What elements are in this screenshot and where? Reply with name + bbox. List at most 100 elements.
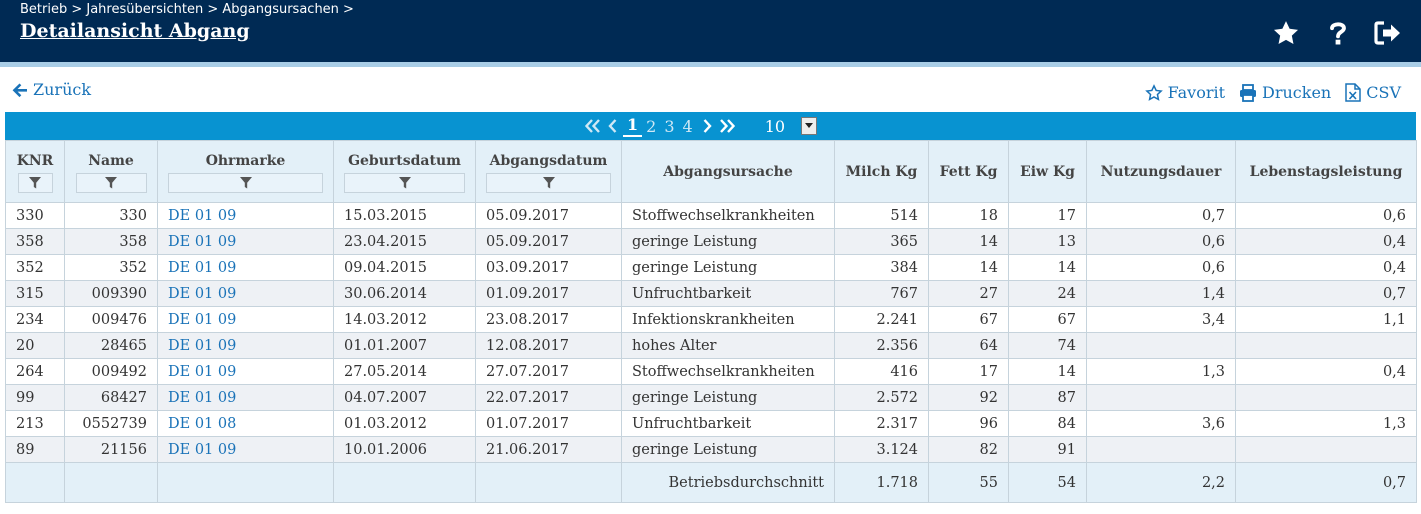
- table-row[interactable]: 99 68427 DE 01 09 04.07.2007 22.07.2017 gerin…: [5, 384, 1417, 411]
- milch-cell: 2.572: [834, 384, 929, 411]
- column-header-eiw[interactable]: Eiw Kg: [1008, 140, 1087, 203]
- page-size-select[interactable]: 10: [765, 117, 817, 136]
- column-header-geburtsdatum[interactable]: Geburtsdatum: [333, 140, 476, 203]
- page-1[interactable]: 1: [623, 115, 643, 137]
- column-header-lebenstagsleistung[interactable]: Lebenstagsleistung: [1235, 140, 1417, 203]
- abgangsdatum-cell: 12.08.2017: [475, 332, 622, 359]
- table-row[interactable]: 264 009492 DE 01 09 27.05.2014 27.07.2017 Sto…: [5, 358, 1417, 385]
- eiw-cell: 84: [1008, 410, 1087, 437]
- prev-page-icon[interactable]: [603, 112, 623, 140]
- page-2[interactable]: 2: [646, 116, 657, 136]
- breadcrumb[interactable]: Betrieb > Jahresübersichten > Abgangsurs…: [20, 2, 354, 17]
- ohrmarke-link[interactable]: DE 01 09: [157, 254, 334, 281]
- nutzungsdauer-cell: [1086, 436, 1236, 463]
- footer-empty-cell: [157, 462, 334, 503]
- ohrmarke-link[interactable]: DE 01 08: [157, 410, 334, 437]
- ohrmarke-link[interactable]: DE 01 09: [157, 228, 334, 255]
- back-link[interactable]: Zurück: [12, 80, 91, 99]
- action-bar: Favorit Drucken CSV: [1131, 83, 1401, 102]
- table-row[interactable]: 352 352 DE 01 09 09.04.2015 03.09.2017 gering…: [5, 254, 1417, 281]
- footer-empty-cell: [64, 462, 158, 503]
- print-button[interactable]: Drucken: [1239, 83, 1331, 102]
- geburtsdatum-cell: 30.06.2014: [333, 280, 476, 307]
- table-header-row: KNR Name Ohrmarke Geburtsdatum Abgangsda…: [5, 140, 1417, 203]
- eiw-cell: 17: [1008, 202, 1087, 229]
- column-header-abgangsursache[interactable]: Abgangsursache: [621, 140, 835, 203]
- dropdown-arrow-icon[interactable]: [800, 117, 817, 135]
- first-page-icon[interactable]: [583, 112, 603, 140]
- ohrmarke-link[interactable]: DE 01 09: [157, 358, 334, 385]
- page-4[interactable]: 4: [682, 116, 693, 136]
- ohrmarke-link[interactable]: DE 01 09: [157, 306, 334, 333]
- abgangsdatum-cell: 23.08.2017: [475, 306, 622, 333]
- column-header-milch[interactable]: Milch Kg: [834, 140, 929, 203]
- filter-icon[interactable]: [486, 173, 611, 193]
- knr-cell: 352: [5, 254, 65, 281]
- column-header-name[interactable]: Name: [64, 140, 158, 203]
- knr-cell: 20: [5, 332, 65, 359]
- abgangsursache-cell: Stoffwechselkrankheiten: [621, 202, 835, 229]
- eiw-cell: 14: [1008, 358, 1087, 385]
- header-divider: [0, 62, 1421, 67]
- table-row[interactable]: 234 009476 DE 01 09 14.03.2012 23.08.2017 Inf…: [5, 306, 1417, 333]
- geburtsdatum-cell: 23.04.2015: [333, 228, 476, 255]
- geburtsdatum-cell: 10.01.2006: [333, 436, 476, 463]
- abgangsursache-cell: geringe Leistung: [621, 436, 835, 463]
- page-3[interactable]: 3: [664, 116, 675, 136]
- ohrmarke-link[interactable]: DE 01 09: [157, 436, 334, 463]
- knr-cell: 234: [5, 306, 65, 333]
- page-title: Detailansicht Abgang: [20, 20, 250, 42]
- csv-button[interactable]: CSV: [1345, 83, 1401, 102]
- name-cell: 330: [64, 202, 158, 229]
- table-row[interactable]: 315 009390 DE 01 09 30.06.2014 01.09.2017 Unf…: [5, 280, 1417, 307]
- last-page-icon[interactable]: [717, 112, 737, 140]
- fett-cell: 14: [928, 228, 1009, 255]
- table-row[interactable]: 213 0552739 DE 01 08 01.03.2012 01.07.2017 Un…: [5, 410, 1417, 437]
- column-header-abgangsdatum[interactable]: Abgangsdatum: [475, 140, 622, 203]
- footer-nutzungsdauer: 2,2: [1086, 462, 1236, 503]
- next-page-icon[interactable]: [697, 112, 717, 140]
- fett-cell: 17: [928, 358, 1009, 385]
- lebenstagsleistung-cell: 0,4: [1235, 228, 1417, 255]
- nutzungsdauer-cell: 0,6: [1086, 254, 1236, 281]
- column-header-fett[interactable]: Fett Kg: [928, 140, 1009, 203]
- geburtsdatum-cell: 01.03.2012: [333, 410, 476, 437]
- filter-icon[interactable]: [75, 173, 147, 193]
- table-row[interactable]: 89 21156 DE 01 09 10.01.2006 21.06.2017 gerin…: [5, 436, 1417, 463]
- abgangsdatum-cell: 21.06.2017: [475, 436, 622, 463]
- ohrmarke-link[interactable]: DE 01 09: [157, 384, 334, 411]
- geburtsdatum-cell: 09.04.2015: [333, 254, 476, 281]
- nutzungsdauer-cell: 0,7: [1086, 202, 1236, 229]
- column-label: KNR: [16, 153, 54, 169]
- filter-icon[interactable]: [17, 173, 53, 193]
- column-header-nutzungsdauer[interactable]: Nutzungsdauer: [1086, 140, 1236, 203]
- eiw-cell: 67: [1008, 306, 1087, 333]
- table-row[interactable]: 358 358 DE 01 09 23.04.2015 05.09.2017 gering…: [5, 228, 1417, 255]
- name-cell: 352: [64, 254, 158, 281]
- footer-empty-cell: [5, 462, 65, 503]
- lebenstagsleistung-cell: 0,6: [1235, 202, 1417, 229]
- filter-icon[interactable]: [344, 173, 465, 193]
- abgangsursache-cell: geringe Leistung: [621, 254, 835, 281]
- eiw-cell: 24: [1008, 280, 1087, 307]
- column-header-ohrmarke[interactable]: Ohrmarke: [157, 140, 334, 203]
- ohrmarke-link[interactable]: DE 01 09: [157, 280, 334, 307]
- knr-cell: 315: [5, 280, 65, 307]
- filter-icon[interactable]: [168, 173, 323, 193]
- favorite-button[interactable]: Favorit: [1144, 83, 1225, 102]
- name-cell: 009390: [64, 280, 158, 307]
- table-row[interactable]: 330 330 DE 01 09 15.03.2015 05.09.2017 Stoffw…: [5, 202, 1417, 229]
- geburtsdatum-cell: 27.05.2014: [333, 358, 476, 385]
- abgangsdatum-cell: 27.07.2017: [475, 358, 622, 385]
- abgangsdatum-cell: 22.07.2017: [475, 384, 622, 411]
- column-header-knr[interactable]: KNR: [5, 140, 65, 203]
- milch-cell: 2.241: [834, 306, 929, 333]
- lebenstagsleistung-cell: [1235, 436, 1417, 463]
- lebenstagsleistung-cell: [1235, 332, 1417, 359]
- ohrmarke-link[interactable]: DE 01 09: [157, 202, 334, 229]
- ohrmarke-link[interactable]: DE 01 09: [157, 332, 334, 359]
- table-row[interactable]: 20 28465 DE 01 09 01.01.2007 12.08.2017 hohes…: [5, 332, 1417, 359]
- help-icon[interactable]: [1323, 18, 1353, 48]
- star-icon[interactable]: [1271, 18, 1301, 48]
- logout-icon[interactable]: [1373, 18, 1403, 48]
